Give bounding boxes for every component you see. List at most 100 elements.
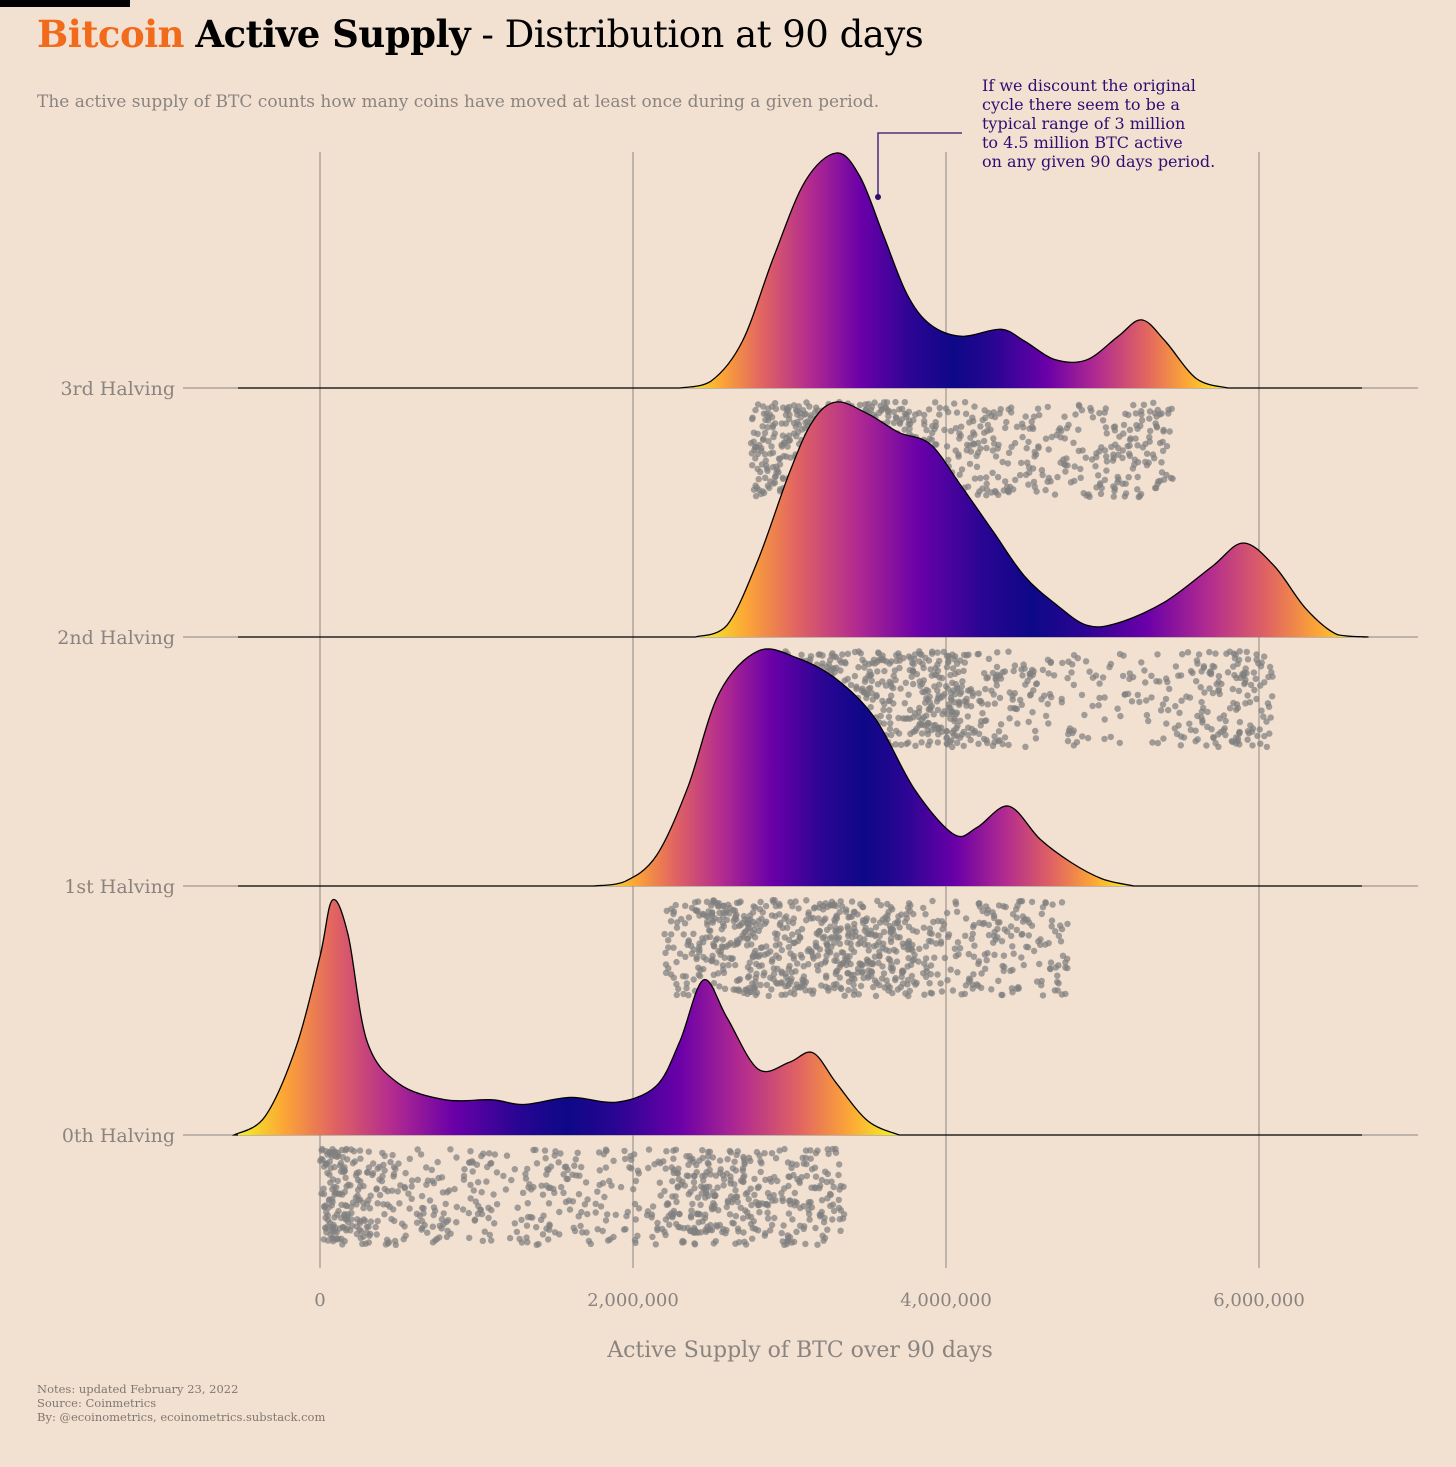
data-point xyxy=(414,1176,421,1184)
data-point xyxy=(745,973,753,980)
data-point xyxy=(1206,648,1213,656)
data-point xyxy=(1236,729,1243,736)
data-point xyxy=(835,1171,842,1179)
data-point xyxy=(324,1223,331,1230)
data-point xyxy=(752,984,759,991)
data-point xyxy=(884,900,891,908)
data-point xyxy=(1146,408,1154,415)
data-point xyxy=(731,915,739,922)
data-point xyxy=(384,1240,392,1247)
data-point xyxy=(872,992,880,1000)
data-point xyxy=(632,1177,640,1185)
data-point xyxy=(1187,667,1195,675)
data-point xyxy=(876,981,883,989)
data-point xyxy=(1054,972,1061,979)
data-point xyxy=(965,950,972,958)
data-point xyxy=(1125,411,1132,419)
data-point xyxy=(697,1229,705,1236)
data-point xyxy=(1210,734,1217,741)
data-point xyxy=(484,1163,491,1171)
data-point xyxy=(945,701,952,708)
data-point xyxy=(766,1175,774,1183)
data-point xyxy=(967,434,974,441)
data-point xyxy=(971,403,978,410)
row-label: 1st Halving xyxy=(64,876,175,898)
data-point xyxy=(726,1147,733,1155)
data-point xyxy=(716,1157,724,1164)
data-point xyxy=(953,908,961,915)
data-point xyxy=(1218,680,1225,688)
data-point xyxy=(750,903,757,910)
data-point xyxy=(724,1156,731,1163)
data-point xyxy=(367,1218,375,1225)
data-point xyxy=(485,1214,492,1222)
data-point xyxy=(1024,916,1031,923)
data-point xyxy=(1134,442,1141,449)
data-point xyxy=(1128,698,1136,705)
data-point xyxy=(1148,694,1155,701)
data-point xyxy=(742,1241,750,1248)
callout-line xyxy=(877,132,962,196)
data-point xyxy=(702,1226,709,1234)
data-point xyxy=(451,1185,458,1193)
data-point xyxy=(890,408,898,416)
data-point xyxy=(924,727,931,734)
data-point xyxy=(1261,653,1268,660)
data-point xyxy=(1226,705,1234,712)
data-point xyxy=(861,664,868,671)
data-point xyxy=(947,966,954,973)
data-point xyxy=(1136,698,1143,706)
data-point xyxy=(1093,484,1100,491)
data-point xyxy=(365,1164,373,1171)
data-point xyxy=(943,663,951,671)
data-point xyxy=(533,1160,541,1167)
data-point xyxy=(345,1181,352,1188)
data-point xyxy=(1038,910,1046,918)
data-point xyxy=(687,1188,694,1196)
data-point xyxy=(680,1238,687,1246)
data-point xyxy=(979,907,986,915)
data-point xyxy=(763,981,771,989)
data-point xyxy=(978,984,985,991)
data-point xyxy=(704,918,711,925)
data-point xyxy=(1088,407,1095,414)
data-point xyxy=(479,1237,486,1245)
data-point xyxy=(654,1226,661,1234)
data-point xyxy=(662,949,669,957)
data-point xyxy=(424,1177,432,1184)
data-point xyxy=(884,418,891,426)
data-point xyxy=(991,733,998,740)
data-point xyxy=(661,1187,668,1195)
data-point xyxy=(732,1212,740,1220)
data-point xyxy=(1008,932,1015,940)
data-point xyxy=(922,943,930,950)
data-point xyxy=(522,1175,530,1182)
data-point xyxy=(778,1229,785,1237)
data-point xyxy=(983,492,990,499)
data-point xyxy=(859,656,866,663)
data-point xyxy=(903,413,910,421)
data-point xyxy=(888,961,895,968)
data-point xyxy=(1070,681,1078,689)
data-point xyxy=(1058,899,1066,906)
data-point xyxy=(1213,680,1220,688)
data-point xyxy=(879,697,886,705)
data-point xyxy=(904,715,911,722)
data-point xyxy=(943,909,951,917)
data-point xyxy=(621,1147,628,1155)
data-point xyxy=(697,1201,704,1209)
data-point xyxy=(418,1226,425,1233)
data-point xyxy=(1089,414,1097,421)
data-point xyxy=(535,1240,542,1248)
data-point xyxy=(1034,405,1042,412)
data-point xyxy=(906,706,914,714)
data-point xyxy=(1033,680,1041,687)
data-point xyxy=(675,1210,683,1218)
data-point xyxy=(964,441,971,448)
data-point xyxy=(797,951,804,959)
data-point xyxy=(324,1217,332,1224)
data-point xyxy=(771,930,779,937)
data-point xyxy=(786,437,794,444)
data-point xyxy=(910,728,917,736)
data-point xyxy=(356,1147,364,1154)
